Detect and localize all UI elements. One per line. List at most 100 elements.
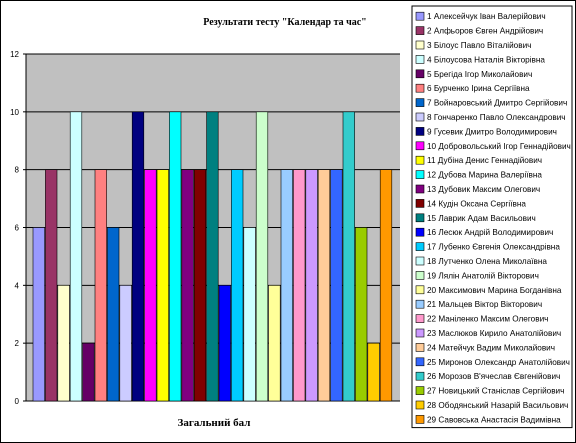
- legend-swatch: [415, 299, 425, 309]
- legend-swatch: [415, 386, 425, 395]
- legend-swatch: [415, 285, 425, 295]
- legend-entry: 18 Лутченко Олена Миколаївна: [427, 257, 547, 266]
- legend-swatch: [415, 328, 425, 338]
- legend-entry: 8 Гончаренко Павло Олександрович: [427, 113, 566, 122]
- bar: [255, 111, 269, 402]
- legend-entry: 28 Ободянський Назарій Васильович: [427, 401, 568, 410]
- bar: [156, 169, 169, 402]
- legend-entry: 24 Матейчук Вадим Миколайович: [427, 343, 555, 352]
- bar: [144, 169, 157, 402]
- legend-swatch: [415, 69, 425, 79]
- legend-entry: 7 Войнаровський Дмитро Сергійович: [427, 99, 567, 108]
- bar: [243, 227, 256, 402]
- legend-entry: 17 Лубенко Євгенія Олександрівна: [427, 243, 560, 252]
- y-tick-label: 4: [15, 281, 20, 290]
- legend-entry: 1 Алексейчук Іван Валерійович: [427, 12, 546, 21]
- legend-swatch: [415, 256, 425, 266]
- bar: [32, 227, 45, 402]
- legend-swatch: [415, 184, 425, 194]
- bar: [193, 169, 207, 402]
- bar: [107, 227, 120, 402]
- legend-swatch: [415, 26, 425, 35]
- legend-box: [411, 5, 573, 429]
- legend-swatch: [415, 112, 425, 122]
- legend-entry: 9 Гусевик Дмитро Володимирович: [427, 127, 557, 136]
- y-tick-label: 10: [10, 108, 19, 117]
- legend-entry: 12 Дубова Марина Валеріївна: [427, 171, 542, 180]
- y-tick-label: 12: [10, 50, 19, 59]
- legend-swatch: [415, 271, 425, 280]
- bar: [131, 111, 145, 402]
- legend-entry: 11 Дубіна Денис Геннадійович: [427, 156, 542, 165]
- legend-entry: 20 Максимович Марина Богданівна: [427, 286, 562, 295]
- bar: [57, 285, 70, 402]
- bar: [280, 169, 293, 402]
- legend-swatch: [415, 170, 425, 179]
- legend-swatch: [415, 357, 425, 367]
- legend-swatch: [415, 314, 425, 323]
- bar: [231, 169, 244, 402]
- legend-entry: 23 Маслюков Кирило Анатолійович: [427, 329, 561, 338]
- legend-swatch: [415, 343, 425, 352]
- legend-swatch: [415, 127, 425, 136]
- legend-entry: 10 Добровольський Ігор Геннадійович: [427, 142, 571, 151]
- bar: [181, 169, 194, 402]
- bar: [218, 285, 231, 402]
- legend-swatch: [415, 83, 425, 93]
- bar: [94, 169, 107, 402]
- legend-entry: 6 Бурченко Ірина Сергіївна: [427, 84, 530, 93]
- bar: [82, 342, 95, 402]
- bar: [317, 169, 331, 402]
- x-axis-label: Загальний бал: [178, 417, 251, 429]
- bar: [367, 342, 380, 402]
- legend-entry: 2 Алфьоров Євген Андрійович: [427, 27, 543, 36]
- chart-title: Результати тесту "Календар та час": [203, 17, 367, 28]
- bar: [119, 285, 132, 402]
- legend-swatch: [415, 98, 425, 107]
- bar: [45, 169, 58, 402]
- legend-swatch: [415, 415, 425, 424]
- bar: [330, 169, 343, 402]
- legend-entry: 27 Новицький Станіслав Сергійович: [427, 387, 564, 396]
- plot-area: 0 2 4 6 8 10 12: [10, 50, 400, 406]
- bar: [342, 111, 355, 402]
- y-tick-label: 0: [15, 397, 20, 406]
- y-tick-label: 2: [15, 339, 20, 348]
- y-tick-label: 8: [15, 166, 20, 175]
- legend: 1 Алексейчук Іван Валерійович 2 Алфьоров …: [411, 5, 573, 429]
- legend-entry: 13 Дубовик Максим Олегович: [427, 185, 540, 194]
- legend-entry: 3 Білоус Павло Віталійович: [427, 41, 531, 50]
- bar: [293, 169, 306, 402]
- legend-entry: 25 Миронов Олександр Анатолійович: [427, 358, 570, 367]
- legend-entry: 21 Мальцев Віктор Вікторович: [427, 300, 542, 309]
- legend-swatch: [415, 400, 425, 410]
- bar: [305, 169, 318, 402]
- legend-swatch: [415, 213, 425, 223]
- legend-entry: 29 Савовська Анастасія Вадимівна: [427, 415, 561, 424]
- legend-entry: 4 Білоусова Наталія Вікторівна: [427, 55, 545, 64]
- legend-entry: 5 Брегіда Ігор Миколайович: [427, 70, 532, 79]
- bar: [355, 227, 368, 402]
- legend-entry: 15 Лаврик Адам Васильович: [427, 214, 536, 223]
- legend-swatch: [415, 11, 425, 21]
- legend-swatch: [415, 155, 425, 165]
- legend-swatch: [415, 227, 425, 237]
- legend-swatch: [415, 371, 425, 381]
- bar: [69, 111, 83, 402]
- legend-entry: 14 Кудін Оксана Сергіївна: [427, 199, 526, 208]
- legend-entry: 26 Морозов В'ячеслав Євгенійович: [427, 372, 560, 381]
- y-tick-label: 6: [15, 224, 20, 233]
- legend-swatch: [415, 242, 425, 251]
- bar: [379, 169, 393, 402]
- legend-entry: 22 Маніленко Максим Олегович: [427, 315, 548, 324]
- bar: [206, 111, 219, 402]
- legend-swatch: [415, 40, 425, 50]
- legend-swatch: [415, 199, 425, 208]
- bar: [169, 111, 182, 402]
- legend-swatch: [415, 141, 425, 151]
- legend-swatch: [415, 55, 425, 64]
- bar: [268, 285, 281, 402]
- legend-entry: 19 Лялін Анатолій Вікторович: [427, 271, 539, 280]
- legend-entry: 16 Лесюк Андрій Володимирович: [427, 228, 553, 237]
